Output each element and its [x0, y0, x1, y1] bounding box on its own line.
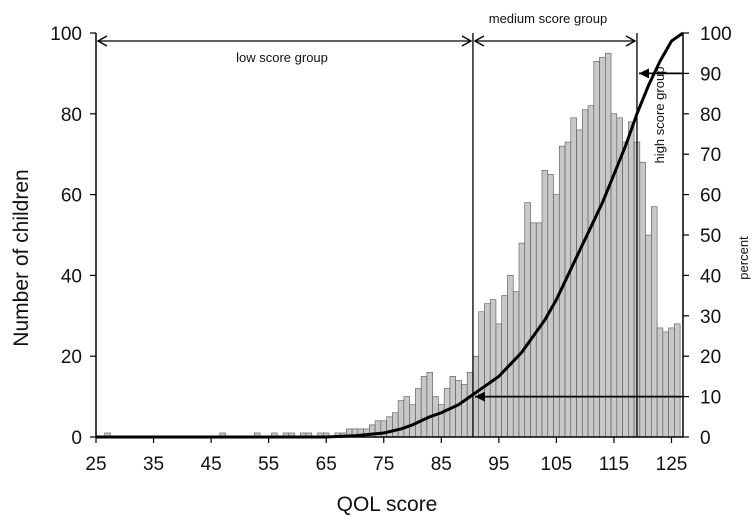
x-tick-label: 35 — [143, 454, 164, 475]
bar — [645, 234, 652, 438]
x-tick-label: 55 — [258, 454, 279, 475]
x-tick-label: 95 — [488, 454, 509, 475]
bar — [466, 372, 474, 438]
cumulative-line — [96, 31, 684, 439]
bar — [443, 388, 451, 438]
bar — [530, 222, 537, 438]
bar — [651, 206, 658, 438]
arrowhead — [96, 35, 108, 47]
bar — [484, 303, 491, 438]
x-ticks: 25 35 45 55 65 75 85 95 105 115 125 — [85, 437, 687, 475]
bar — [386, 416, 393, 438]
x-tick-label: 75 — [373, 454, 394, 475]
y-tick-label: 20 — [61, 347, 82, 368]
bar — [507, 275, 514, 438]
bar — [622, 141, 629, 438]
y2-tick-label: 70 — [700, 145, 721, 166]
bar — [392, 412, 399, 438]
x-axis-title: QOL score — [337, 493, 438, 516]
bar — [668, 327, 675, 438]
bar — [593, 60, 600, 438]
y-tick-label: 80 — [61, 105, 82, 126]
y-tick-label: 60 — [61, 186, 82, 207]
y2-tick-label: 20 — [700, 347, 721, 368]
bar — [564, 141, 572, 438]
bar — [656, 327, 664, 438]
bar — [674, 323, 681, 438]
y2-tick-label: 100 — [700, 24, 732, 45]
bar — [478, 311, 485, 438]
bar — [512, 291, 520, 438]
y-tick-label: 100 — [50, 24, 82, 45]
y-ticks: 0 20 40 60 80 100 — [50, 24, 96, 449]
bar — [553, 194, 560, 438]
x-tick-label: 45 — [201, 454, 222, 475]
x-tick-label: 25 — [85, 454, 106, 475]
bars-group — [104, 52, 681, 438]
bar — [495, 323, 503, 438]
medium-score-label: medium score group — [489, 11, 608, 26]
y2-tick-label: 80 — [700, 105, 721, 126]
bar — [426, 372, 433, 438]
y-tick-label: 40 — [61, 266, 82, 287]
y2-tick-label: 60 — [700, 186, 721, 207]
bar — [461, 384, 468, 438]
bar — [581, 109, 589, 438]
bar — [438, 404, 445, 438]
bar — [403, 396, 410, 438]
bar — [587, 105, 595, 438]
y2-tick-label: 30 — [700, 307, 721, 328]
bar — [524, 202, 531, 438]
ref-10-arrowhead — [474, 391, 485, 402]
y-axis-title: Number of children — [10, 169, 33, 346]
bar — [599, 56, 606, 438]
bar — [570, 117, 577, 438]
bar — [662, 331, 669, 438]
arrowhead — [461, 35, 473, 47]
y2-tick-label: 10 — [700, 388, 721, 409]
arrowhead — [473, 35, 485, 47]
bar — [420, 376, 428, 438]
bar — [576, 129, 583, 438]
low-score-label: low score group — [236, 50, 328, 65]
bar — [489, 299, 497, 438]
y-tick-label: 0 — [71, 428, 82, 449]
bar — [397, 400, 405, 438]
bar — [415, 388, 422, 438]
bar — [628, 121, 635, 438]
bar — [605, 52, 612, 438]
cutoff-lines — [472, 33, 638, 437]
y2-axis-title: percent — [736, 236, 751, 280]
group-arrows — [96, 35, 683, 402]
y2-tick-label: 40 — [700, 266, 721, 287]
ref-90-arrowhead — [638, 68, 649, 79]
x-tick-label: 85 — [431, 454, 452, 475]
x-tick-label: 105 — [541, 454, 573, 475]
x-tick-label: 65 — [316, 454, 337, 475]
bar — [610, 113, 618, 438]
bar — [409, 404, 416, 438]
y2-tick-label: 90 — [700, 64, 721, 85]
arrowhead — [625, 35, 637, 47]
y2-tick-label: 0 — [700, 428, 711, 449]
bar — [518, 242, 526, 438]
y2-tick-label: 50 — [700, 226, 721, 247]
y2-ticks: 0 10 20 30 40 50 60 70 80 90 100 — [683, 24, 732, 449]
high-score-label: high score group — [652, 67, 667, 164]
x-tick-label: 115 — [599, 454, 629, 475]
x-tick-label: 125 — [656, 454, 688, 475]
bar — [455, 380, 462, 438]
